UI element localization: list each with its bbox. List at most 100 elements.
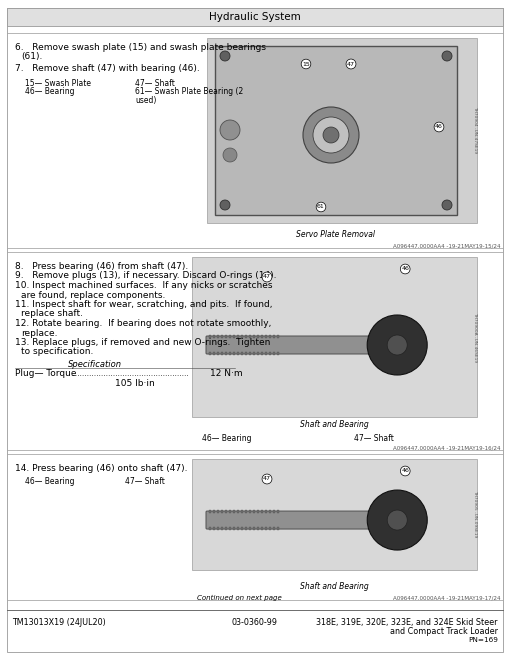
Text: 47: 47 [263,275,270,279]
Circle shape [313,117,348,153]
Bar [229,527,231,530]
Bar [276,335,279,338]
Bar [272,352,275,355]
Bar [191,257,476,417]
Bar [209,352,211,355]
Text: A096447.0000AA4 -19-21MAY19-15/24: A096447.0000AA4 -19-21MAY19-15/24 [393,244,500,249]
Text: 12. Rotate bearing.  If bearing does not rotate smoothly,: 12. Rotate bearing. If bearing does not … [15,319,271,328]
Bar [216,510,219,513]
Text: 14. Press bearing (46) onto shaft (47).: 14. Press bearing (46) onto shaft (47). [15,464,187,473]
Bar [215,46,456,215]
Text: 46: 46 [434,124,442,129]
Circle shape [219,120,240,140]
Bar [265,335,267,338]
Bar [265,510,267,513]
Text: 10. Inspect machined surfaces.  If any nicks or scratches: 10. Inspect machined surfaces. If any ni… [15,281,272,290]
Bar [209,335,211,338]
Bar [257,335,259,338]
Text: Specification: Specification [68,360,122,369]
Text: 8.   Press bearing (46) from shaft (47).: 8. Press bearing (46) from shaft (47). [15,262,188,271]
Text: and Compact Track Loader: and Compact Track Loader [389,627,497,636]
Text: replace shaft.: replace shaft. [21,309,83,319]
Bar [252,527,255,530]
Bar [276,527,279,530]
Text: 318E, 319E, 320E, 323E, and 324E Skid Steer: 318E, 319E, 320E, 323E, and 324E Skid St… [316,618,497,627]
Bar [248,527,251,530]
Text: used): used) [135,95,156,104]
Bar [241,352,243,355]
Bar [241,335,243,338]
Bar [224,510,227,513]
FancyBboxPatch shape [206,336,384,354]
Bar [261,527,263,530]
Text: 105 lb·in: 105 lb·in [115,378,154,388]
Bar [244,527,247,530]
Text: to specification.: to specification. [21,348,93,357]
Text: 47: 47 [263,476,270,482]
Text: are found, replace components.: are found, replace components. [21,290,165,300]
Text: Plug— Torque: Plug— Torque [15,369,76,378]
Bar [244,335,247,338]
Bar [229,352,231,355]
Bar [237,335,239,338]
Bar [248,335,251,338]
Bar [233,527,235,530]
Bar [220,352,223,355]
Bar [272,510,275,513]
Text: Continued on next page: Continued on next page [196,595,281,601]
Bar [229,510,231,513]
Bar [213,352,215,355]
Bar [209,510,211,513]
Bar [252,335,255,338]
Bar [233,352,235,355]
Text: (61).: (61). [21,53,42,62]
Bar [237,510,239,513]
Text: 11. Inspect shaft for wear, scratching, and pits.  If found,: 11. Inspect shaft for wear, scratching, … [15,300,272,309]
Circle shape [386,335,406,355]
Bar [265,527,267,530]
Circle shape [366,315,427,375]
Bar [224,527,227,530]
Circle shape [441,51,451,61]
Bar [7,8,502,26]
Bar [213,335,215,338]
Text: 46: 46 [401,267,408,271]
Circle shape [386,510,407,530]
Bar [261,352,263,355]
Bar [191,459,476,570]
Bar [7,454,502,600]
Text: 46: 46 [401,468,408,474]
Bar [252,352,255,355]
Text: 9.   Remove plugs (13), if necessary. Discard O-rings (14).: 9. Remove plugs (13), if necessary. Disc… [15,271,276,281]
Bar [257,510,259,513]
Text: 15— Swash Plate: 15— Swash Plate [25,79,91,89]
Text: TM13013X19 (24JUL20): TM13013X19 (24JUL20) [12,618,105,627]
Text: Shaft and Bearing: Shaft and Bearing [299,582,367,591]
Text: A096447.0000AA4 -19-21MAY19-17/24: A096447.0000AA4 -19-21MAY19-17/24 [393,596,500,601]
Text: TH70904 -UN-47SE19: TH70904 -UN-47SE19 [472,106,476,154]
Bar [252,510,255,513]
Bar [209,527,211,530]
Text: 46— Bearing: 46— Bearing [202,434,251,443]
Bar [224,335,227,338]
Bar [216,527,219,530]
Bar [257,352,259,355]
Bar [220,335,223,338]
Text: Shaft and Bearing: Shaft and Bearing [299,420,367,429]
Text: 15: 15 [301,62,309,66]
Bar [216,352,219,355]
Text: 12 N·m: 12 N·m [210,369,242,378]
Circle shape [302,107,358,163]
Bar [268,527,271,530]
Bar [229,335,231,338]
Text: 47— Shaft: 47— Shaft [353,434,393,443]
Bar [207,38,476,223]
Bar [220,527,223,530]
Bar [220,510,223,513]
Text: Servo Plate Removal: Servo Plate Removal [296,230,375,239]
Bar [244,510,247,513]
Text: 46— Bearing: 46— Bearing [25,87,74,97]
Bar [237,352,239,355]
Text: 47— Shaft: 47— Shaft [125,478,164,486]
Bar [268,335,271,338]
